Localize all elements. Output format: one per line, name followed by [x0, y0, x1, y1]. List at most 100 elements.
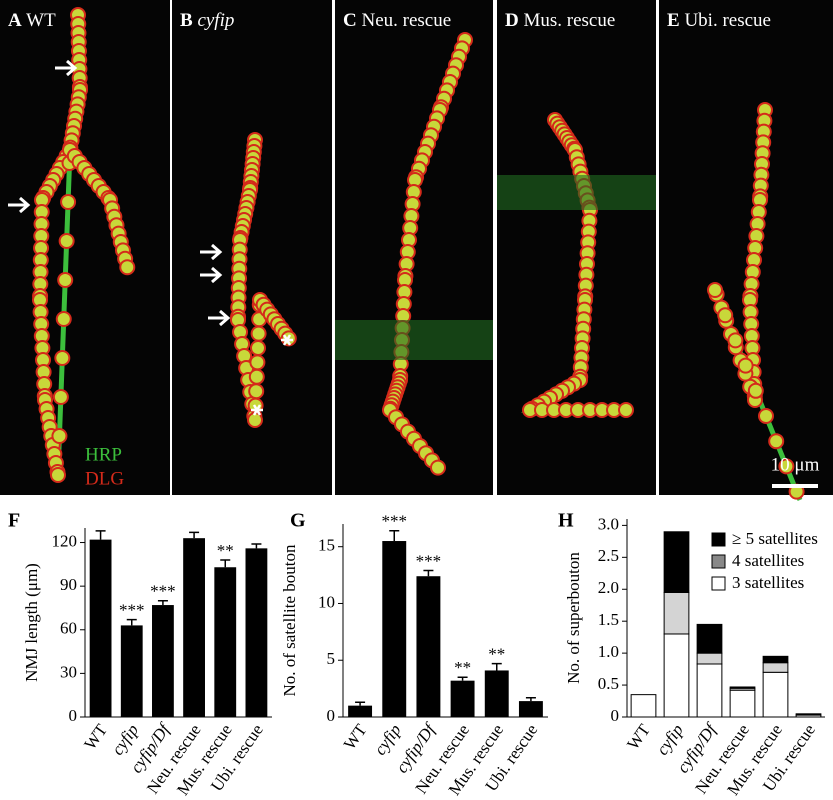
stain-label: HRP: [85, 444, 122, 465]
error-bar: [355, 701, 366, 706]
error-bar: [251, 543, 262, 549]
bouton: [119, 259, 136, 276]
bouton: [707, 282, 723, 298]
y-tick-label: 0: [611, 706, 620, 725]
panel-letter: C: [343, 10, 357, 31]
bar-segment: [696, 652, 723, 665]
bar-segment: [762, 655, 789, 664]
y-tick-label: 1.0: [598, 642, 619, 661]
arrow: [8, 196, 31, 214]
error-bar: [126, 618, 137, 626]
bouton: [727, 332, 744, 349]
y-tick-label: 2.5: [598, 546, 619, 565]
scale-label: 10 μm: [771, 454, 820, 475]
error-bar: [220, 559, 231, 568]
panel-letter: D: [505, 10, 519, 31]
x-tick-label: WT: [623, 720, 654, 753]
bouton: [248, 368, 265, 385]
significance: **: [454, 658, 471, 677]
bouton: [57, 272, 74, 288]
y-tick-label: 0: [327, 706, 336, 725]
bouton: [250, 340, 266, 356]
error-bar: [525, 696, 536, 702]
y-tick-label: 30: [60, 662, 77, 681]
y-tick-label: 60: [60, 619, 77, 638]
bar-segment: [696, 623, 723, 654]
legend-label: ≥ 5 satellites: [732, 529, 818, 548]
y-tick-label: 15: [318, 536, 335, 555]
bar: [416, 576, 441, 717]
significance: ***: [416, 551, 442, 570]
bar: [245, 548, 268, 717]
bar: [348, 705, 373, 717]
bouton: [778, 458, 795, 475]
error-bar: [457, 676, 468, 681]
panel-name: Mus. rescue: [523, 10, 615, 31]
bar-segment: [729, 686, 756, 689]
error-bar: [157, 599, 168, 606]
arrow: [200, 266, 223, 284]
bar: [484, 670, 509, 717]
panel-label: E Ubi. rescue: [667, 10, 771, 31]
panel-label: B cyfip: [180, 10, 234, 31]
bouton: [768, 433, 785, 450]
legend-swatch: [711, 576, 726, 591]
bouton: [58, 233, 75, 249]
bouton: [249, 354, 266, 371]
bar-segment: [630, 694, 657, 718]
x-tick-label: WT: [340, 720, 371, 753]
bg-strip: [497, 175, 656, 210]
asterisk: [251, 404, 263, 416]
y-tick-label: 5: [327, 649, 336, 668]
bar: [214, 567, 237, 717]
panel-letter: F: [8, 510, 20, 532]
y-tick-label: 1.5: [598, 610, 619, 629]
legend-swatch: [711, 532, 726, 547]
bg-strip: [335, 320, 493, 360]
panel-letter: H: [558, 510, 574, 532]
legend-swatch: [711, 554, 726, 569]
bar-segment: [696, 663, 723, 718]
legend-label: 3 satellites: [732, 573, 804, 592]
significance: ***: [119, 600, 145, 619]
error-bar: [423, 569, 434, 577]
bar-segment: [663, 591, 690, 635]
error-bar: [95, 530, 106, 540]
bar: [450, 680, 475, 717]
bouton: [250, 325, 267, 342]
y-axis-label: No. of superbouton: [564, 552, 583, 684]
y-tick-label: 120: [52, 531, 78, 550]
y-tick-label: 2.0: [598, 578, 619, 597]
panel-label: A WT: [8, 10, 56, 31]
panel-name: WT: [26, 10, 56, 31]
panel-letter: A: [8, 10, 22, 31]
arrow: [200, 243, 223, 261]
bouton: [618, 402, 634, 418]
bar: [518, 701, 543, 717]
bar-segment: [729, 689, 756, 718]
y-tick-label: 10: [318, 592, 335, 611]
bouton: [51, 428, 68, 444]
bar: [89, 539, 112, 717]
panel-letter: E: [667, 10, 680, 31]
micrograph: [497, 0, 656, 495]
y-axis-label: No. of satellite bouton: [280, 544, 299, 697]
bouton: [758, 408, 774, 424]
panel-letter: G: [290, 510, 306, 532]
y-tick-label: 0: [69, 706, 78, 725]
bar-segment: [663, 531, 690, 593]
stain-label: DLG: [85, 468, 124, 489]
error-bar: [491, 662, 502, 671]
error-bar: [189, 531, 200, 539]
bar-segment: [663, 633, 690, 718]
bar-segment: [795, 713, 822, 716]
bouton: [737, 357, 754, 374]
significance: ***: [150, 582, 176, 601]
significance: **: [488, 645, 505, 664]
bouton: [430, 459, 446, 476]
bouton: [52, 389, 69, 405]
y-tick-label: 0.5: [598, 674, 619, 693]
bouton: [50, 467, 66, 483]
bouton: [747, 382, 764, 399]
